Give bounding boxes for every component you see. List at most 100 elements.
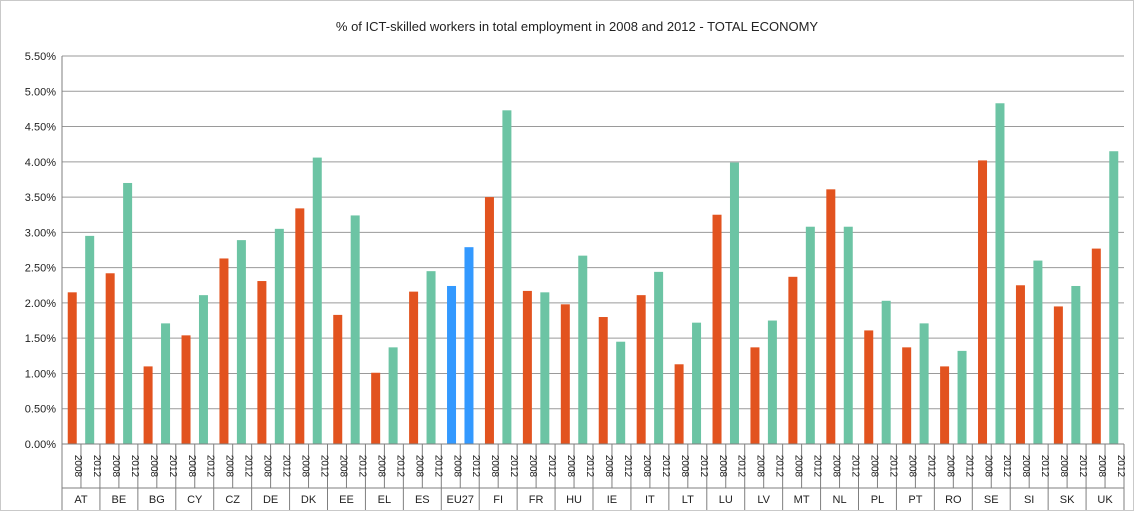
bar-de-2012 [274,228,284,444]
year-label: 2012 [774,455,785,478]
bar-at-2008 [67,292,77,444]
year-label: 2012 [1001,455,1012,478]
x-axis: 2008 2012 AT 2008 2012 BE 2008 2012 BG 2008 2012 CY… [61,56,1126,510]
bar-cy-2008 [181,335,191,444]
year-label: 2012 [887,455,898,478]
bar-hu-2012 [578,255,588,444]
bar-sk-2008 [1053,306,1063,444]
bar-eu27-2008 [447,285,457,444]
bar-es-2008 [409,291,419,444]
bar-cz-2008 [219,258,229,444]
bar-be-2012 [123,182,133,444]
bar-be-2008 [105,273,115,444]
y-tick-label: 5.00% [25,86,56,98]
year-label: 2008 [262,455,273,478]
year-label: 2008 [755,455,766,478]
category-label-el: EL [378,494,391,506]
category-label-ro: RO [945,494,962,506]
year-label: 2008 [717,455,728,478]
year-label: 2012 [129,455,140,478]
bar-it-2008 [636,295,646,444]
year-label: 2012 [394,455,405,478]
bar-mt-2012 [805,226,815,444]
year-label: 2008 [1058,455,1069,478]
year-label: 2012 [91,455,102,478]
category-label-dk: DK [301,494,317,506]
bar-fr-2012 [540,292,550,444]
bar-cy-2012 [198,295,208,444]
category-label-ee: EE [339,494,354,506]
year-label: 2012 [1039,455,1050,478]
y-tick-label: 3.50% [25,192,56,204]
year-label: 2012 [963,455,974,478]
y-tick-label: 1.50% [25,333,56,345]
bar-lt-2012 [692,322,702,444]
year-label: 2012 [622,455,633,478]
y-tick-label: 0.50% [25,404,56,416]
year-label: 2008 [148,455,159,478]
year-label: 2012 [736,455,747,478]
bar-si-2012 [1033,260,1043,444]
year-label: 2008 [906,455,917,478]
bar-dk-2012 [312,157,322,444]
bar-pt-2008 [902,347,912,444]
category-label-lv: LV [757,494,770,506]
year-label: 2008 [641,455,652,478]
bar-nl-2008 [826,189,836,444]
bar-lu-2012 [729,162,739,445]
year-label: 2008 [982,455,993,478]
year-label: 2012 [1077,455,1088,478]
year-label: 2008 [337,455,348,478]
y-tick-label: 5.50% [25,51,56,63]
year-label: 2008 [1096,455,1107,478]
category-label-bg: BG [149,494,165,506]
bar-fi-2012 [502,110,512,444]
category-label-fi: FI [493,494,503,506]
bar-hu-2008 [560,304,570,444]
bar-bg-2012 [161,323,171,444]
bar-fi-2008 [484,197,494,444]
category-label-lt: LT [682,494,694,506]
bar-lt-2008 [674,364,684,444]
y-tick-label: 0.00% [25,439,56,451]
category-label-cy: CY [187,494,203,506]
y-tick-label: 4.50% [25,122,56,134]
bar-pl-2012 [881,300,891,444]
year-label: 2008 [489,455,500,478]
bar-de-2008 [257,281,267,444]
year-label: 2008 [186,455,197,478]
category-label-uk: UK [1097,494,1113,506]
category-label-eu27: EU27 [446,494,474,506]
year-label: 2012 [356,455,367,478]
year-label: 2008 [110,455,121,478]
bar-lv-2012 [767,320,777,444]
category-label-mt: MT [794,494,810,506]
year-label: 2012 [167,455,178,478]
category-label-it: IT [645,494,655,506]
category-label-pl: PL [871,494,884,506]
year-label: 2008 [224,455,235,478]
category-label-at: AT [74,494,88,506]
category-label-pt: PT [908,494,922,506]
year-label: 2008 [868,455,879,478]
bar-uk-2012 [1109,151,1119,444]
bar-ee-2008 [333,314,343,444]
year-label: 2008 [603,455,614,478]
bar-si-2008 [1015,285,1025,444]
year-label: 2012 [698,455,709,478]
year-label: 2008 [831,455,842,478]
year-label: 2012 [470,455,481,478]
year-label: 2008 [793,455,804,478]
year-label: 2008 [375,455,386,478]
year-label: 2008 [72,455,83,478]
category-label-be: BE [112,494,127,506]
y-tick-label: 3.00% [25,227,56,239]
category-label-cz: CZ [225,494,240,506]
chart-title: % of ICT-skilled workers in total employ… [336,19,818,34]
year-label: 2012 [812,455,823,478]
bar-ro-2008 [940,366,950,444]
y-tick-label: 1.00% [25,368,56,380]
year-label: 2012 [850,455,861,478]
bar-es-2012 [426,271,436,444]
y-tick-label: 2.00% [25,298,56,310]
